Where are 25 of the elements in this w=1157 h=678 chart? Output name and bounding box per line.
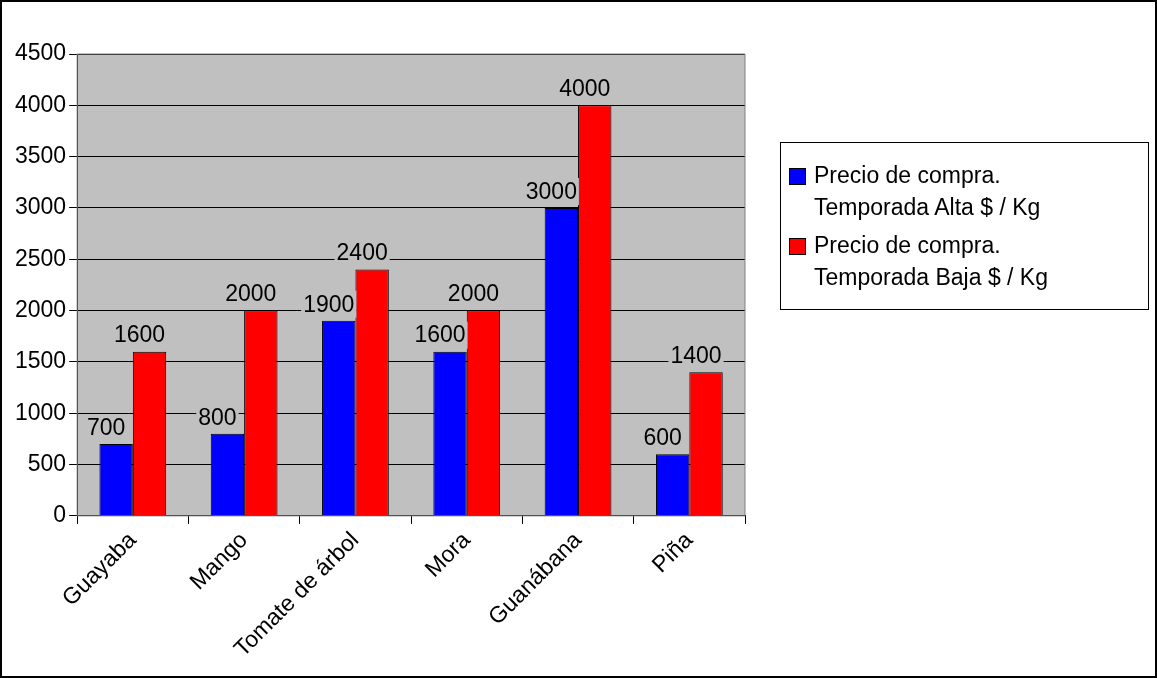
legend-label: Precio de compra. Temporada Alta $ / Kg xyxy=(814,161,1042,222)
y-tick-label: 0 xyxy=(53,501,67,528)
legend-label: Precio de compra. Temporada Baja $ / Kg xyxy=(814,231,1049,292)
data-label: 800 xyxy=(198,403,237,430)
x-tick-label: Piña xyxy=(646,526,698,578)
y-tick-label: 2000 xyxy=(14,295,67,322)
y-tick-label: 1000 xyxy=(14,398,67,425)
data-label: 2000 xyxy=(225,280,277,307)
data-label: 2400 xyxy=(336,239,388,266)
data-label: 3000 xyxy=(525,177,577,204)
y-tick-label: 3500 xyxy=(14,141,67,168)
data-label: 1900 xyxy=(303,290,355,317)
data-label: 1600 xyxy=(113,321,166,348)
y-tick-label: 2500 xyxy=(14,244,67,271)
y-tick-label: 3000 xyxy=(14,193,67,220)
data-label: 700 xyxy=(86,413,126,440)
data-label: 2000 xyxy=(447,280,500,307)
data-label: 600 xyxy=(643,424,682,451)
y-tick-label: 4500 xyxy=(14,39,67,66)
y-tick-label: 4000 xyxy=(14,90,67,117)
y-tick-label: 1500 xyxy=(14,347,67,374)
data-label: 1600 xyxy=(414,321,466,348)
data-label: 4000 xyxy=(559,75,611,102)
data-label: 1400 xyxy=(670,342,722,369)
y-tick-label: 500 xyxy=(27,449,67,476)
